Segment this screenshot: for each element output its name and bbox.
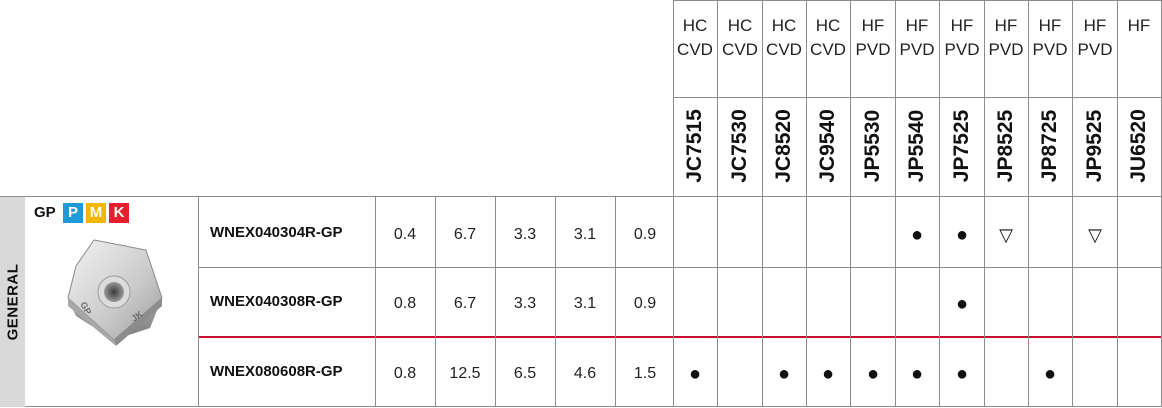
grade-code: JP5540 bbox=[905, 109, 928, 183]
dimension-value: 3.1 bbox=[573, 295, 597, 312]
grade-type: HF PVD bbox=[855, 16, 891, 59]
grade-type: HC CVD bbox=[766, 16, 802, 59]
part-number: WNEX040304R-GP bbox=[210, 224, 343, 241]
dimension-value: 0.9 bbox=[633, 226, 657, 243]
availability-mark: ▽ bbox=[1088, 225, 1102, 245]
dimension-value: 1.5 bbox=[633, 365, 657, 382]
availability-mark: ● bbox=[866, 363, 880, 385]
dimension-value: 6.5 bbox=[513, 365, 537, 382]
grade-code: JC7515 bbox=[683, 109, 706, 183]
grade-type: HF PVD bbox=[899, 16, 935, 59]
dimension-value: 3.3 bbox=[513, 295, 537, 312]
grade-code: JP8725 bbox=[1038, 109, 1061, 183]
grade-code: JU6520 bbox=[1127, 109, 1150, 183]
grade-type: HC CVD bbox=[722, 16, 758, 59]
grade-code: JP5530 bbox=[861, 109, 884, 183]
grade-code: JP7525 bbox=[950, 109, 973, 183]
part-number: WNEX040308R-GP bbox=[210, 293, 343, 310]
grade-type: HF PVD bbox=[988, 16, 1024, 59]
grade-type: HC CVD bbox=[810, 16, 846, 59]
availability-mark: ▽ bbox=[999, 225, 1013, 245]
material-badge-k: K bbox=[109, 203, 129, 223]
dimension-value: 0.8 bbox=[393, 295, 417, 312]
part-number: WNEX080608R-GP bbox=[210, 363, 343, 380]
dimension-value: 0.8 bbox=[393, 365, 417, 382]
material-badge-m: M bbox=[86, 203, 106, 223]
category-label: GP bbox=[34, 204, 56, 221]
grade-code: JC7530 bbox=[728, 109, 751, 183]
availability-mark: ● bbox=[955, 293, 969, 315]
material-badge-p: P bbox=[63, 203, 83, 223]
dimension-value: 0.4 bbox=[393, 226, 417, 243]
grade-code: JP8525 bbox=[994, 109, 1017, 183]
grade-type: HF PVD bbox=[1032, 16, 1068, 59]
dimension-value: 6.7 bbox=[453, 226, 477, 243]
wnex-gp-insert-icon: GP JK bbox=[50, 228, 170, 348]
dimension-value: 3.3 bbox=[513, 226, 537, 243]
availability-mark: ● bbox=[821, 363, 835, 385]
availability-mark: ● bbox=[777, 363, 791, 385]
dimension-value: 12.5 bbox=[449, 365, 481, 382]
grade-type: HF bbox=[1127, 16, 1151, 35]
availability-mark: ● bbox=[1043, 363, 1057, 385]
dimension-value: 4.6 bbox=[573, 365, 597, 382]
availability-mark: ● bbox=[688, 363, 702, 385]
group-tab: GENERAL bbox=[0, 197, 25, 407]
availability-mark: ● bbox=[955, 224, 969, 246]
dimension-value: 0.9 bbox=[633, 295, 657, 312]
grade-code: JC9540 bbox=[816, 109, 839, 183]
availability-mark: ● bbox=[910, 224, 924, 246]
grade-type: HF PVD bbox=[944, 16, 980, 59]
group-label: GENERAL bbox=[4, 263, 21, 341]
dimension-value: 3.1 bbox=[573, 226, 597, 243]
grade-type: HF PVD bbox=[1077, 16, 1113, 59]
grade-code: JC8520 bbox=[772, 109, 795, 183]
availability-mark: ● bbox=[955, 363, 969, 385]
grade-code: JP9525 bbox=[1083, 109, 1106, 183]
grade-type: HC CVD bbox=[677, 16, 713, 59]
dimension-value: 6.7 bbox=[453, 295, 477, 312]
availability-mark: ● bbox=[910, 363, 924, 385]
